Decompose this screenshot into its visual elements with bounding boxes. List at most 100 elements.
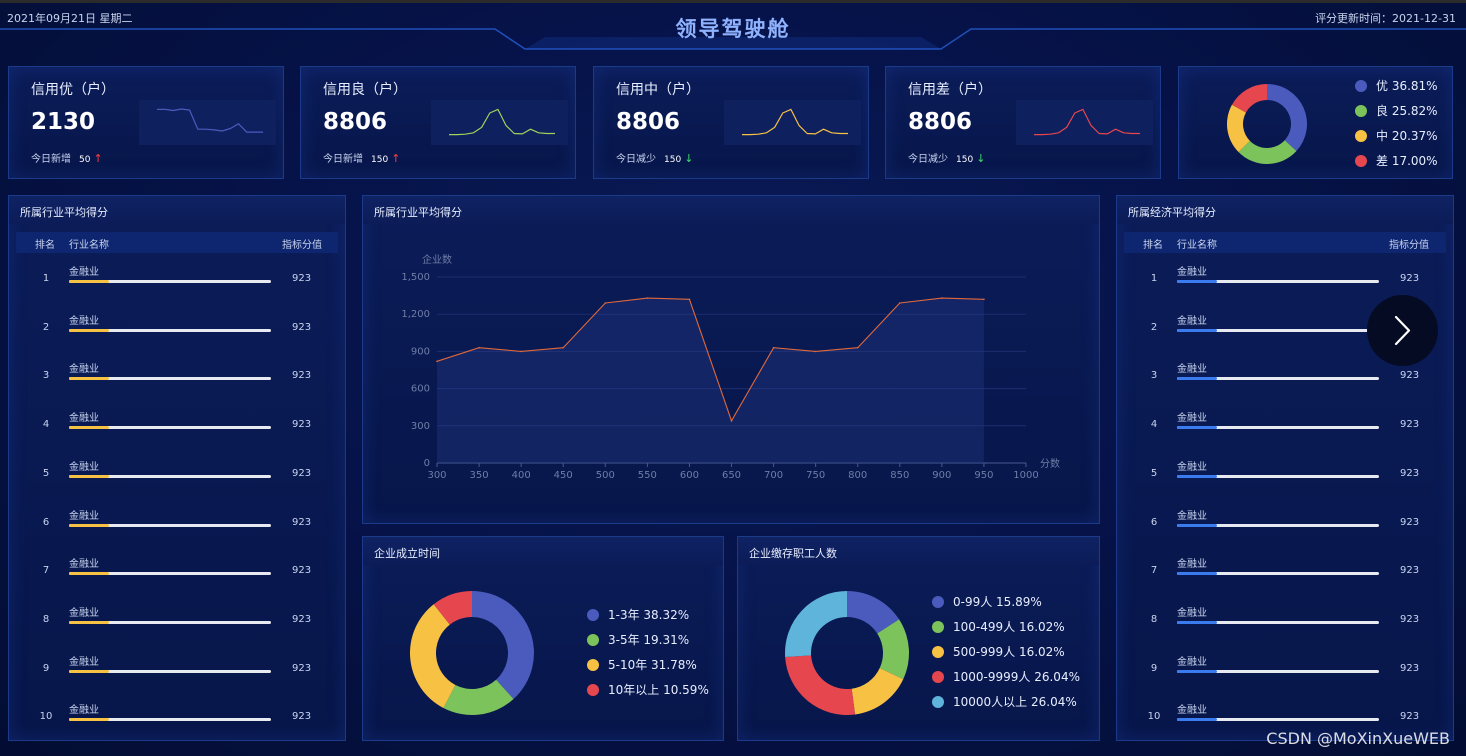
table-row[interactable]: 9 金融业 923 bbox=[16, 645, 338, 693]
score-bar bbox=[1177, 377, 1379, 381]
score-bar bbox=[1177, 669, 1379, 673]
legend-label: 5-10年 31.78% bbox=[608, 658, 697, 672]
score-bar-fill bbox=[69, 328, 109, 332]
score-bar bbox=[69, 669, 271, 673]
credit-card-0: 信用优（户） 2130 今日新增 50 ↑ bbox=[8, 66, 284, 179]
row-rank: 10 bbox=[39, 711, 53, 723]
x-axis-label: 分数 bbox=[1040, 457, 1060, 470]
row-rank: 2 bbox=[42, 321, 50, 333]
score-bar bbox=[1177, 426, 1379, 430]
donut-slice-3 bbox=[433, 591, 472, 625]
credit-distribution-panel: 优 36.81% 良 25.82% 中 20.37% 差 17.00% bbox=[1178, 66, 1453, 179]
founding-time-panel: 企业成立时间 1-3年 38.32% 3-5年 19.31% 5-10年 31.78… bbox=[362, 536, 724, 741]
col-rank: 排名 bbox=[35, 240, 55, 251]
table-row[interactable]: 2 金融业 923 bbox=[16, 304, 338, 352]
table-row[interactable]: 4 金融业 923 bbox=[16, 401, 338, 449]
table-row[interactable]: 7 金融业 923 bbox=[16, 547, 338, 595]
table-row[interactable]: 1 金融业 923 bbox=[1124, 255, 1446, 303]
data-point bbox=[898, 302, 901, 304]
x-tick-label: 850 bbox=[890, 470, 909, 481]
score-bar-fill bbox=[1177, 474, 1217, 478]
arrow-down-icon: ↓ bbox=[684, 152, 694, 165]
table-row[interactable]: 5 金融业 923 bbox=[16, 450, 338, 498]
economy-score-panel: 所属经济平均得分 排名 行业名称 指标分值 1 金融业 923 2 金融业 923… bbox=[1116, 195, 1454, 741]
table-row[interactable]: 1 金融业 923 bbox=[16, 255, 338, 303]
row-value: 923 bbox=[292, 662, 312, 674]
row-name: 金融业 bbox=[1177, 607, 1207, 619]
card-title: 信用优（户） bbox=[31, 82, 115, 98]
next-slide-button[interactable] bbox=[1367, 295, 1438, 366]
table-row[interactable]: 3 金融业 923 bbox=[1124, 352, 1446, 400]
data-point bbox=[520, 350, 522, 353]
row-value: 923 bbox=[292, 613, 312, 625]
delta-value: 50 bbox=[79, 155, 91, 165]
legend-dot bbox=[1355, 155, 1367, 167]
row-name: 金融业 bbox=[69, 461, 99, 473]
legend-label: 10年以上 10.59% bbox=[608, 683, 709, 697]
row-value: 923 bbox=[292, 516, 312, 528]
row-rank: 9 bbox=[1150, 662, 1158, 674]
table-row[interactable]: 8 金融业 923 bbox=[1124, 596, 1446, 644]
row-rank: 4 bbox=[1150, 419, 1158, 431]
score-bar bbox=[1177, 523, 1379, 527]
score-bar bbox=[69, 620, 271, 624]
table-row[interactable]: 5 金融业 923 bbox=[1124, 450, 1446, 498]
delta-label: 今日新增 bbox=[323, 154, 363, 165]
arrow-up-icon: ↑ bbox=[391, 152, 401, 165]
row-value: 923 bbox=[292, 273, 312, 284]
col-value: 指标分值 bbox=[282, 240, 322, 251]
table-row[interactable]: 10 金融业 923 bbox=[16, 693, 338, 741]
table-row[interactable]: 7 金融业 923 bbox=[1124, 547, 1446, 595]
row-rank: 5 bbox=[1150, 467, 1158, 479]
score-bar bbox=[1177, 572, 1379, 576]
row-value: 923 bbox=[1400, 565, 1420, 577]
row-value: 923 bbox=[292, 467, 312, 479]
row-name: 金融业 bbox=[69, 364, 99, 376]
legend-label: 1000-9999人 26.04% bbox=[953, 670, 1080, 684]
legend-dot bbox=[932, 646, 944, 658]
col-value: 指标分值 bbox=[1389, 240, 1429, 251]
row-name: 金融业 bbox=[69, 656, 99, 668]
card-value: 2130 bbox=[31, 109, 96, 135]
row-rank: 1 bbox=[1150, 273, 1158, 284]
row-value: 923 bbox=[1400, 467, 1420, 479]
row-name: 金融业 bbox=[1177, 705, 1207, 717]
sparkline-path bbox=[157, 108, 263, 133]
table-row[interactable]: 3 金融业 923 bbox=[16, 352, 338, 400]
panel-title: 所属行业平均得分 bbox=[374, 206, 462, 219]
x-tick-label: 600 bbox=[680, 470, 699, 481]
row-name: 金融业 bbox=[69, 705, 99, 717]
legend-label: 10000人以上 26.04% bbox=[953, 695, 1077, 709]
table-row[interactable]: 8 金融业 923 bbox=[16, 596, 338, 644]
x-tick-label: 800 bbox=[848, 470, 867, 481]
score-bar-fill bbox=[1177, 669, 1217, 673]
score-bar bbox=[69, 474, 271, 478]
row-value: 923 bbox=[1400, 516, 1420, 528]
table-row[interactable]: 9 金融业 923 bbox=[1124, 645, 1446, 693]
data-point bbox=[941, 297, 943, 299]
score-bar-fill bbox=[1177, 280, 1217, 283]
y-tick-label: 600 bbox=[411, 384, 430, 395]
card-title: 信用差（户） bbox=[908, 82, 992, 98]
row-value: 923 bbox=[292, 321, 312, 333]
row-value: 923 bbox=[292, 370, 312, 382]
table-row[interactable]: 4 金融业 923 bbox=[1124, 401, 1446, 449]
table-row[interactable]: 10 金融业 923 bbox=[1124, 693, 1446, 741]
delta-label: 今日减少 bbox=[616, 154, 656, 165]
row-rank: 7 bbox=[42, 565, 50, 577]
row-rank: 3 bbox=[1150, 370, 1158, 382]
score-bar bbox=[1177, 280, 1379, 283]
score-bar-fill bbox=[69, 572, 109, 576]
table-row[interactable]: 6 金融业 923 bbox=[16, 499, 338, 547]
x-tick-label: 450 bbox=[554, 470, 573, 481]
sparkline bbox=[431, 100, 568, 145]
row-rank: 3 bbox=[42, 370, 50, 382]
score-bar-fill bbox=[1177, 377, 1217, 381]
legend-dot bbox=[932, 596, 944, 608]
row-name: 金融业 bbox=[1177, 364, 1207, 376]
table-row[interactable]: 6 金融业 923 bbox=[1124, 499, 1446, 547]
score-bar bbox=[69, 572, 271, 576]
legend-dot bbox=[1355, 80, 1367, 92]
sparkline bbox=[724, 100, 861, 145]
